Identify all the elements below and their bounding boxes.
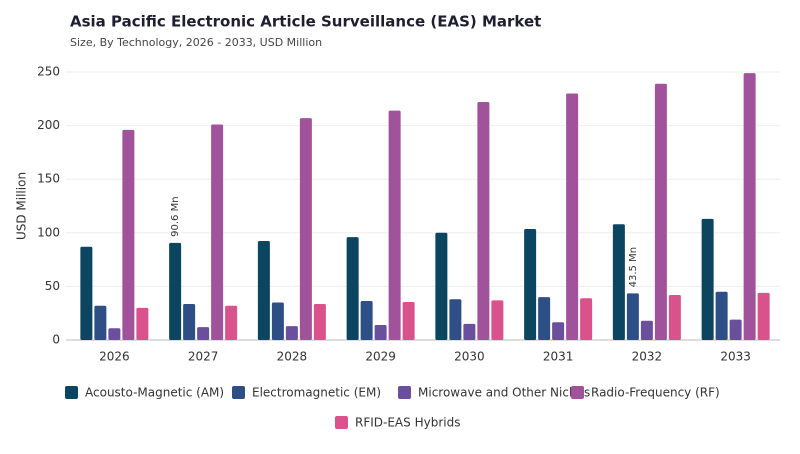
legend-label: Radio-Frequency (RF) — [591, 386, 720, 400]
x-tick-label: 2027 — [188, 350, 219, 364]
bar — [654, 83, 667, 341]
bar — [626, 293, 639, 340]
bar — [197, 327, 210, 340]
bar — [715, 291, 728, 340]
bar — [668, 294, 681, 340]
x-tick-label: 2033 — [720, 350, 751, 364]
bar — [449, 299, 462, 340]
chart-title: Asia Pacific Electronic Article Surveill… — [70, 13, 541, 31]
legend-label: Microwave and Other Niches — [418, 386, 590, 400]
legend-swatch — [232, 386, 245, 399]
y-tick-label: 150 — [37, 172, 60, 186]
bar — [169, 242, 182, 340]
legend-swatch — [65, 386, 78, 399]
x-tick-label: 2028 — [277, 350, 308, 364]
bar — [346, 237, 359, 340]
bar — [552, 322, 565, 340]
bar — [80, 246, 93, 340]
bar — [580, 298, 593, 340]
bar — [299, 118, 312, 340]
bar — [640, 320, 653, 340]
bar — [463, 323, 476, 340]
bar — [257, 240, 270, 340]
x-tick-label: 2031 — [543, 350, 574, 364]
bar — [313, 303, 326, 340]
bar — [122, 129, 135, 340]
bar — [360, 300, 373, 340]
bar — [94, 305, 107, 340]
bar — [211, 124, 224, 340]
y-tick-label: 200 — [37, 118, 60, 132]
legend-swatch — [398, 386, 411, 399]
chart-subtitle: Size, By Technology, 2026 - 2033, USD Mi… — [70, 36, 322, 49]
legend-label: Electromagnetic (EM) — [252, 386, 381, 400]
x-tick-label: 2030 — [454, 350, 485, 364]
bar — [701, 218, 714, 340]
bar — [183, 303, 196, 340]
bar — [538, 297, 551, 340]
bar — [285, 326, 298, 340]
bar — [729, 319, 742, 340]
bar — [136, 307, 149, 340]
bar — [388, 110, 401, 340]
y-axis-title: USD Million — [15, 172, 29, 240]
legend-swatch — [335, 416, 348, 429]
legend-label: Acousto-Magnetic (AM) — [85, 386, 224, 400]
legend-label: RFID-EAS Hybrids — [355, 416, 460, 430]
bar — [374, 324, 387, 340]
bar — [108, 328, 121, 340]
x-tick-label: 2032 — [632, 350, 663, 364]
bar — [743, 73, 756, 341]
bar — [477, 102, 490, 341]
y-tick-label: 0 — [52, 333, 60, 347]
bar — [612, 224, 625, 340]
value-label: 43.5 Mn — [628, 247, 639, 287]
y-tick-label: 250 — [37, 65, 60, 79]
bar — [524, 229, 537, 340]
bar — [271, 302, 284, 340]
value-label: 90.6 Mn — [170, 196, 181, 236]
bar — [491, 300, 504, 340]
bar — [435, 232, 448, 340]
x-tick-label: 2026 — [99, 350, 130, 364]
bar — [225, 305, 238, 340]
bar — [402, 301, 415, 340]
legend-swatch — [571, 386, 584, 399]
bar — [757, 292, 770, 340]
y-tick-label: 50 — [45, 279, 60, 293]
y-tick-label: 100 — [37, 225, 60, 239]
bar — [566, 93, 579, 340]
x-tick-label: 2029 — [365, 350, 396, 364]
